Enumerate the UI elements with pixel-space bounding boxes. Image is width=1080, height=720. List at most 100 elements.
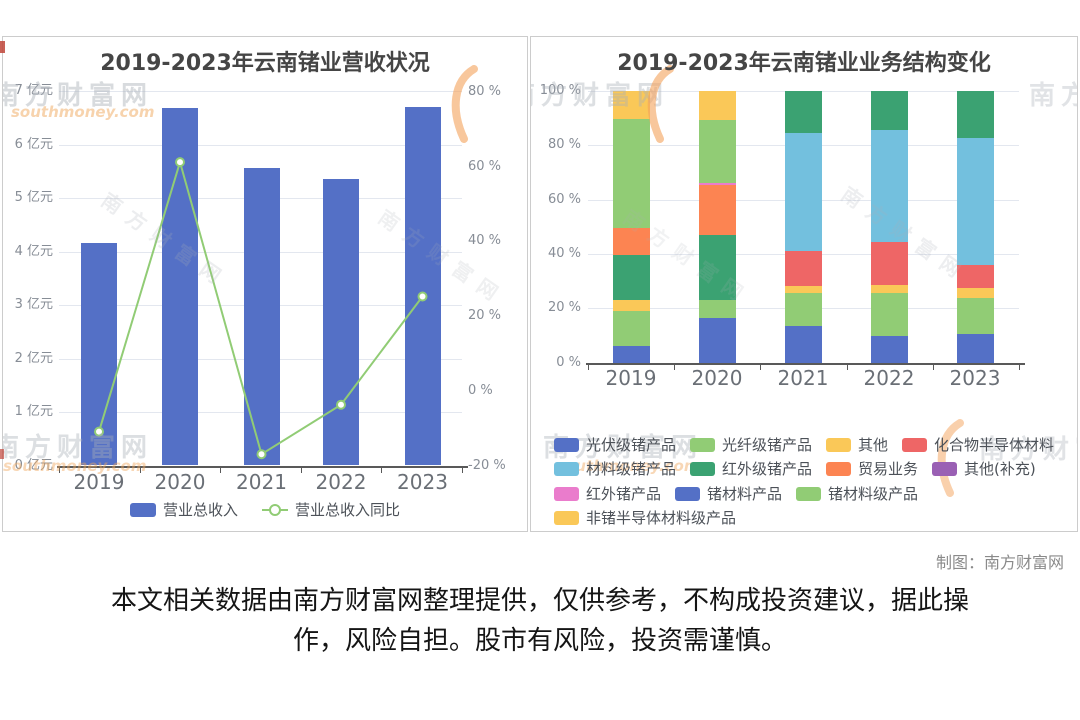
revenue-bar-2022 [323, 178, 359, 466]
legend-item-s6[interactable]: 贸易业务 [826, 458, 918, 479]
x-axis-tick [588, 364, 589, 370]
revenue-chart-title: 2019-2023年云南锗业营收状况 [100, 51, 430, 76]
x-axis-label: 2022 [315, 470, 367, 494]
x-axis-label: 2023 [949, 366, 1001, 390]
stack-segment-2019-s0 [612, 345, 650, 363]
legend-item-s8[interactable]: 红外锗产品 [554, 483, 661, 504]
structure-chart-card: 2019-2023年云南锗业业务结构变化 0 % 20 % 40 % 60 % 80 %… [530, 36, 1078, 532]
legend-swatch-icon [826, 461, 852, 476]
x-axis-tick [760, 364, 762, 370]
stack-segment-2020-s8 [698, 182, 736, 185]
y-axis-label: 60 % [547, 191, 581, 207]
y-axis-label-left: 1 亿元 [14, 404, 53, 419]
stack-segment-2023-s2 [956, 287, 994, 299]
legend-label: 非锗半导体材料级产品 [586, 509, 737, 527]
legend-label: 光纤级锗产品 [722, 436, 813, 454]
revenue-bar-2023 [404, 106, 441, 466]
legend-item-s10[interactable]: 锗材料级产品 [796, 483, 918, 504]
x-axis-tick [300, 467, 302, 473]
line-swatch-icon [262, 503, 288, 517]
structure-chart-title: 2019-2023年云南锗业业务结构变化 [617, 51, 991, 76]
bar-swatch-icon [129, 502, 156, 517]
revenue-bar-2020 [162, 107, 198, 466]
stack-segment-2022-s1 [870, 293, 908, 337]
stack-segment-2021-s3 [784, 251, 822, 287]
x-axis-tick [846, 364, 848, 370]
legend-item-s0[interactable]: 光伏级锗产品 [554, 434, 676, 455]
yoy-line-marker [417, 291, 428, 302]
legend-swatch-icon [554, 486, 579, 501]
legend-swatch-icon [796, 486, 822, 501]
legend-item-yoy[interactable]: 营业总收入同比 [262, 499, 400, 520]
stack-segment-2023-s1 [956, 298, 994, 335]
y-axis-label-right: 20 % [468, 308, 502, 324]
revenue-chart-card: 2019-2023年云南锗业营收状况 0 亿元 1 亿元 2 亿元 3 亿元 4 亿元 5… [2, 36, 528, 532]
x-axis-line [586, 362, 1025, 365]
stack-segment-2020-s1 [698, 299, 736, 319]
y-axis-label: 40 % [547, 246, 581, 262]
x-axis-tick [381, 467, 383, 473]
stack-segment-2023-s4 [956, 138, 994, 265]
legend-item-s11[interactable]: 非锗半导体材料级产品 [554, 507, 736, 528]
legend-item-revenue[interactable]: 营业总收入 [129, 499, 238, 520]
y-axis-label-right: 40 % [468, 233, 502, 249]
gridline [59, 144, 462, 146]
y-axis-label-left: 3 亿元 [14, 297, 53, 312]
x-axis-label: 2022 [863, 366, 915, 390]
stack-segment-2021-s1 [784, 293, 822, 327]
legend-label: 其他 [858, 436, 889, 454]
y-axis-label-left: 5 亿元 [14, 190, 53, 205]
legend-row: 非锗半导体材料级产品 [554, 507, 736, 528]
legend-item-s4[interactable]: 材料级锗产品 [554, 458, 676, 479]
yoy-line-marker [94, 426, 104, 437]
y-axis-label-left: 2 亿元 [14, 350, 53, 366]
yoy-line-marker [336, 399, 346, 410]
disclaimer-line-1: 本文相关数据由南方财富网整理提供，仅供参考，不构成投资建议，据此操 [110, 586, 969, 616]
stack-segment-2020-s6 [698, 184, 736, 235]
stack-segment-2019-s2 [612, 299, 650, 312]
legend-item-s2[interactable]: 其他 [826, 434, 888, 455]
legend-swatch-icon [826, 437, 852, 452]
stack-segment-2022-s4 [870, 130, 908, 243]
legend-item-s1[interactable]: 光纤级锗产品 [690, 434, 812, 455]
x-axis-tick [932, 364, 934, 370]
x-axis-label: 2019 [73, 470, 125, 494]
stack-segment-2021-s2 [784, 286, 822, 294]
watermark-fragment [0, 41, 5, 53]
stack-segment-2022-s0 [870, 336, 908, 363]
legend-item-s5[interactable]: 红外级锗产品 [690, 458, 812, 479]
y-axis-label-left: 7 亿元 [14, 83, 53, 98]
legend-label: 光伏级锗产品 [586, 436, 677, 454]
y-axis-label-right: -20 % [468, 457, 506, 473]
stack-segment-2019-s6 [612, 227, 650, 255]
disclaimer-line-2: 作，风险自担。股市有风险，投资需谨慎。 [292, 626, 787, 656]
stack-segment-2019-s5 [612, 254, 650, 300]
stack-segment-2019-s1 [612, 311, 650, 346]
legend-swatch-icon [690, 461, 716, 476]
legend-item-s9[interactable]: 锗材料产品 [675, 483, 782, 504]
y-axis-label-right: 60 % [468, 158, 502, 174]
legend-row: 材料级锗产品 红外级锗产品 贸易业务 其他(补充) [554, 458, 1036, 479]
disclaimer-text: 本文相关数据由南方财富网整理提供，仅供参考，不构成投资建议，据此操 作，风险自担… [0, 581, 1080, 661]
y-axis-label: 20 % [547, 300, 581, 316]
yoy-line-marker [175, 157, 185, 168]
legend-label: 化合物半导体材料 [934, 436, 1055, 454]
legend-item-s7[interactable]: 其他(补充) [932, 458, 1036, 479]
x-axis-label: 2019 [605, 366, 657, 390]
legend-swatch-icon [902, 437, 928, 452]
x-axis-tick [1019, 364, 1020, 370]
y-axis-label-left: 0 亿元 [14, 457, 53, 473]
x-axis-label: 2020 [154, 470, 206, 494]
legend-label: 营业总收入同比 [295, 501, 401, 519]
stack-segment-2021-s0 [784, 326, 822, 363]
legend-item-s3[interactable]: 化合物半导体材料 [902, 434, 1054, 455]
legend-swatch-icon [690, 437, 716, 452]
x-axis-tick [59, 467, 60, 473]
legend-label: 红外级锗产品 [722, 460, 813, 478]
stack-segment-2021-s5 [784, 91, 822, 134]
legend-row: 光伏级锗产品 光纤级锗产品 其他 化合物半导体材料 [554, 434, 1054, 455]
x-axis-line [57, 465, 468, 468]
x-axis-tick [220, 467, 222, 473]
x-axis-tick [462, 467, 463, 473]
